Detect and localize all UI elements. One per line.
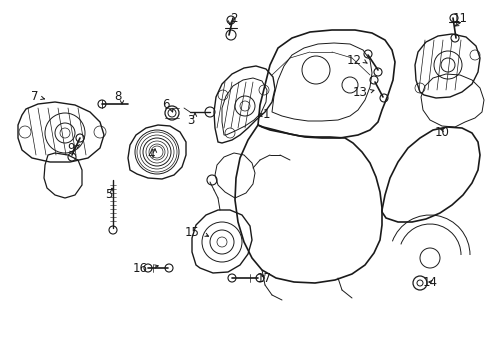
Text: 16: 16: [133, 261, 148, 274]
Text: 1: 1: [262, 108, 269, 122]
Text: 13: 13: [352, 85, 367, 99]
Text: 17: 17: [257, 271, 271, 284]
Text: 8: 8: [114, 90, 122, 104]
Text: 3: 3: [187, 113, 195, 126]
Text: 7: 7: [30, 90, 38, 104]
Text: 2: 2: [229, 12, 237, 24]
Text: 6: 6: [162, 99, 170, 112]
Text: 12: 12: [346, 54, 361, 67]
Text: 14: 14: [422, 275, 437, 288]
Text: 11: 11: [452, 12, 467, 24]
Text: 15: 15: [185, 225, 200, 238]
Text: 4: 4: [147, 148, 155, 162]
Text: 10: 10: [434, 126, 449, 139]
Text: 5: 5: [104, 189, 112, 202]
Text: 9: 9: [67, 141, 75, 154]
